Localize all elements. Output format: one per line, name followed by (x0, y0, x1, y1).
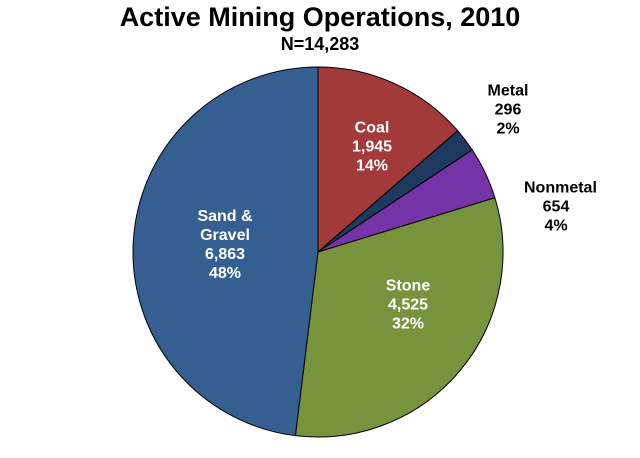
pie-slice (317, 66, 459, 254)
pie-slice (132, 66, 319, 437)
category-label: Sand & Gravel (197, 208, 253, 244)
slice-label: Nonmetal 654 4% (511, 179, 601, 236)
percent-label: 14% (355, 157, 389, 175)
slice-label: Metal 296 2% (463, 82, 553, 139)
percent-label: 48% (208, 265, 242, 282)
value-label: 4,525 (387, 296, 429, 314)
category-label: Coal (354, 119, 390, 137)
chart-subtitle: N=14,283 (280, 34, 360, 54)
category-label: Metal (487, 82, 529, 100)
slice-label: Sand & Gravel 6,863 48% (180, 207, 270, 283)
value-label: 6,863 (204, 246, 246, 263)
slice-label: Coal 1,945 14% (327, 119, 417, 176)
category-label: Stone (385, 277, 431, 295)
category-label: Nonmetal (524, 179, 597, 197)
value-label: 654 (542, 198, 570, 216)
slice-label: Stone 4,525 32% (363, 277, 453, 334)
chart-title: Active Mining Operations, 2010 (119, 2, 521, 32)
percent-label: 2% (496, 120, 520, 138)
percent-label: 4% (544, 217, 568, 235)
value-label: 1,945 (351, 138, 393, 156)
pie-slice (294, 197, 504, 438)
value-label: 296 (494, 101, 522, 119)
percent-label: 32% (391, 315, 425, 333)
